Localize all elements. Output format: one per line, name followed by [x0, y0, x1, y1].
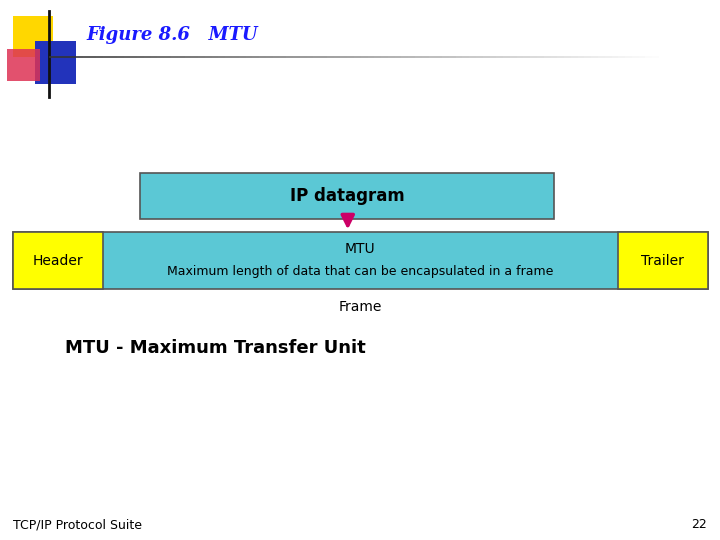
Text: Trailer: Trailer [642, 254, 684, 267]
Bar [140, 173, 554, 219]
Text: Header: Header [32, 254, 84, 267]
Bar [13, 16, 53, 57]
Bar [35, 40, 76, 84]
Bar [7, 49, 40, 81]
Text: Frame: Frame [338, 300, 382, 314]
Text: MTU - Maximum Transfer Unit: MTU - Maximum Transfer Unit [65, 339, 366, 357]
Text: MTU: MTU [345, 242, 376, 255]
Text: IP datagram: IP datagram [290, 187, 405, 205]
Bar [13, 232, 708, 289]
Bar [13, 232, 103, 289]
Text: Maximum length of data that can be encapsulated in a frame: Maximum length of data that can be encap… [167, 265, 554, 278]
Text: 22: 22 [691, 518, 707, 531]
Text: Figure 8.6   MTU: Figure 8.6 MTU [86, 26, 258, 44]
Text: TCP/IP Protocol Suite: TCP/IP Protocol Suite [13, 518, 142, 531]
Bar [618, 232, 708, 289]
